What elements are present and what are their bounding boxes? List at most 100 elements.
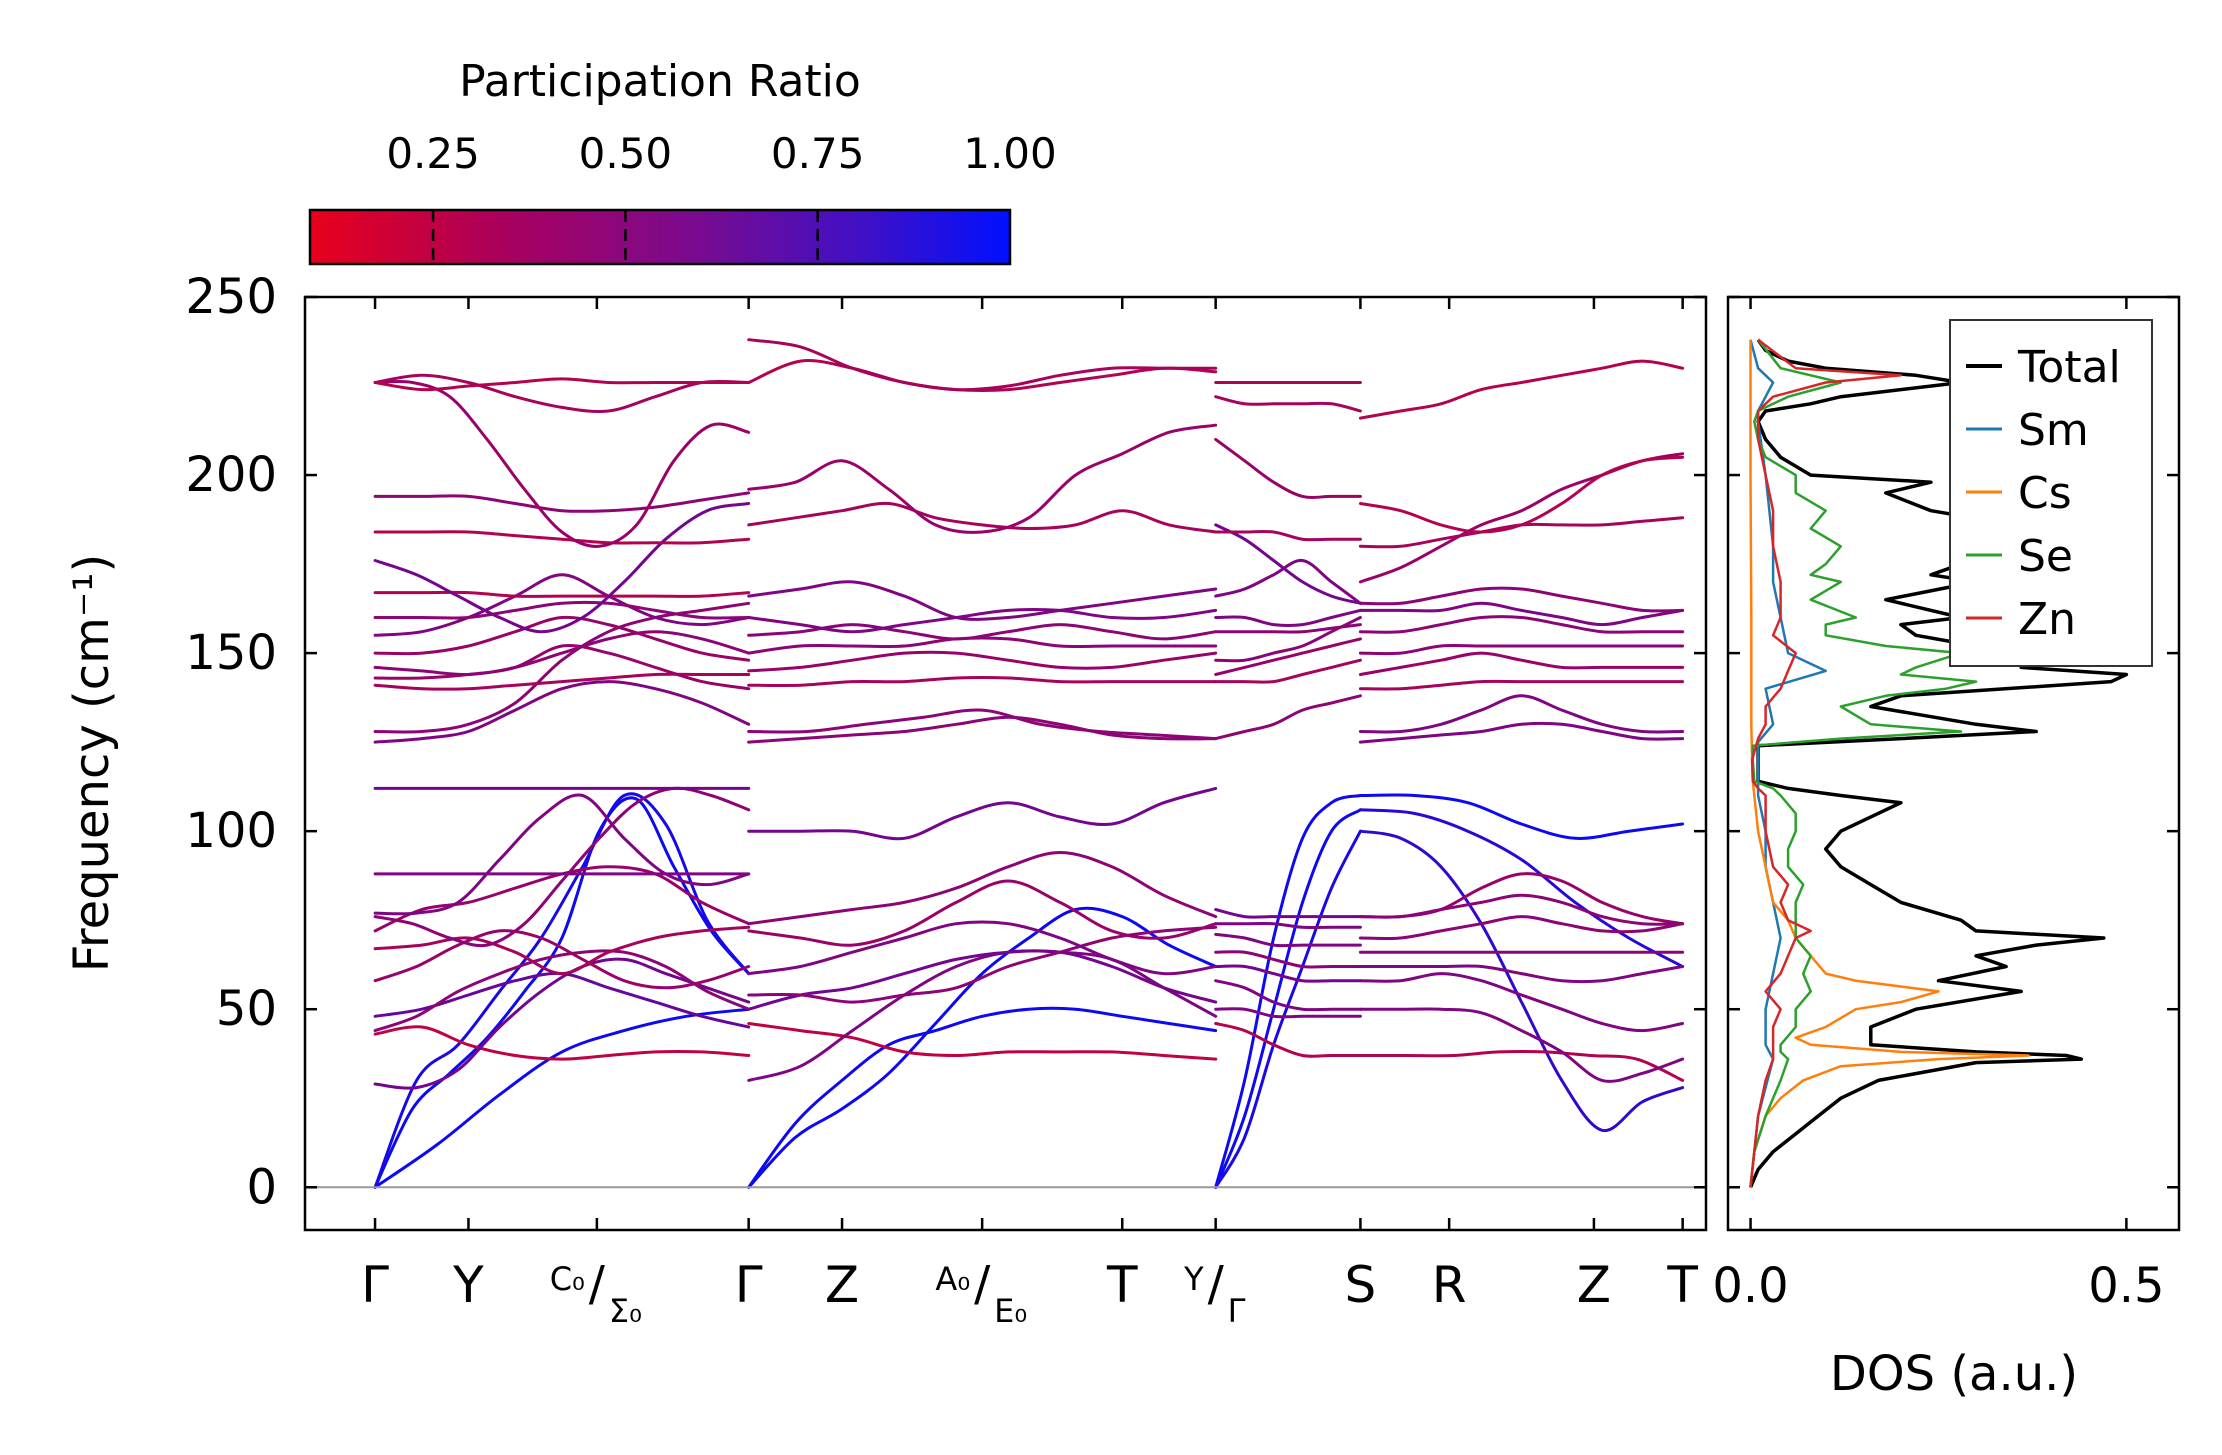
phonon-band: [747, 359, 1218, 392]
k-point-label: C₀: [550, 1260, 585, 1298]
phonon-band: [373, 793, 751, 916]
colorbar-ticks: 0.25 0.50 0.75 1.00: [386, 129, 1057, 264]
phonon-band: [1358, 615, 1685, 634]
legend-label: Cs: [2018, 468, 2072, 519]
dos-axis: 0.0 0.5: [1712, 297, 2165, 1314]
y-tick-label: 50: [216, 981, 277, 1037]
k-point-label: A₀: [935, 1260, 970, 1298]
phonon-band: [747, 906, 1218, 1189]
phonon-band: [747, 949, 1218, 1011]
dos-series-total: [1748, 338, 2129, 1188]
phonon-band: [1214, 395, 1362, 413]
phonon-band: [1214, 637, 1362, 676]
phonon-band: [747, 708, 1218, 741]
k-point-slash: /: [1208, 1256, 1225, 1312]
k-point-label: Y: [452, 1256, 484, 1314]
phonon-band: [373, 373, 751, 413]
phonon-band: [373, 680, 751, 744]
phonon-band: [373, 530, 751, 545]
phonon-band: [1358, 643, 1685, 656]
phonon-band: [373, 796, 751, 1189]
phonon-band: [1214, 964, 1362, 983]
phonon-band: [747, 580, 1218, 621]
k-point-slash: /: [589, 1256, 606, 1312]
k-point-label: Y: [1183, 1260, 1204, 1298]
k-point-sub-label: Σ₀: [609, 1292, 642, 1330]
y-tick-label: 250: [185, 269, 277, 325]
phonon-band: [1358, 721, 1685, 744]
phonon-band: [1214, 808, 1362, 1189]
legend: Total Sm Cs Se Zn: [1949, 319, 2153, 667]
phonon-band: [747, 879, 1218, 947]
phonon-band: [1214, 558, 1362, 605]
phonon-band: [373, 491, 751, 513]
legend-label: Se: [2018, 531, 2073, 582]
phonon-band: [1214, 523, 1362, 605]
phonon-band: [747, 338, 1218, 392]
k-point-label: S: [1345, 1256, 1377, 1314]
phonon-band: [1358, 452, 1685, 584]
phonon-band: [1358, 964, 1685, 984]
frequency-axis: 0 50 100 150 200 250: [185, 269, 2179, 1215]
k-point-label: R: [1432, 1256, 1467, 1314]
dos-x-tick-label: 0.0: [1712, 1258, 1788, 1314]
phonon-band: [373, 590, 751, 598]
phonon-band: [1358, 1050, 1685, 1082]
phonon-band: [747, 501, 1218, 534]
phonon-band: [1358, 651, 1685, 676]
dos-series-se: [1749, 338, 1978, 1188]
legend-label: Total: [2017, 342, 2121, 393]
phonon-band: [747, 925, 1218, 1004]
phonon-band: [1214, 694, 1362, 741]
phonon-band: [747, 949, 1218, 1082]
phonon-band: [1214, 1022, 1362, 1058]
phonon-band: [373, 672, 751, 691]
phonon-band: [1214, 921, 1362, 930]
phonon-band: [373, 502, 751, 634]
k-point-slash: /: [974, 1256, 991, 1312]
phonon-band: [1358, 972, 1685, 1033]
phonon-band: [1358, 359, 1685, 420]
phonon-band: [1358, 679, 1685, 691]
phonon-band: [747, 676, 1218, 687]
phonon-band: [1214, 950, 1362, 969]
k-path-axis: Γ Y C₀ / Σ₀ Γ Z A₀ / E₀ T Y / Γ S R Z T: [361, 297, 1698, 1330]
phonon-band: [373, 949, 751, 1033]
phonon-band: [1214, 932, 1362, 948]
y-tick-label: 200: [185, 447, 277, 503]
phonon-band: [1214, 1007, 1362, 1019]
colorbar-tick-label: 0.50: [579, 129, 673, 178]
phonon-band: [1358, 516, 1685, 549]
dos-x-tick-label: 0.5: [2088, 1258, 2164, 1314]
legend-label: Zn: [2018, 594, 2076, 645]
phonon-band: [1214, 794, 1362, 1189]
phonon-band: [1358, 829, 1685, 1132]
phonon-band: [747, 1022, 1218, 1061]
colorbar: Participation Ratio 0.25 0.50 0.75 1.00: [308, 56, 1057, 266]
phonon-band: [1358, 455, 1685, 534]
y-tick-label: 0: [246, 1159, 277, 1215]
k-point-label: Z: [825, 1256, 859, 1314]
k-point-sub-label: Γ: [1228, 1292, 1246, 1330]
band-axes-frame: [303, 295, 1708, 1232]
phonon-band: [747, 786, 1218, 841]
phonon-band: [1358, 915, 1685, 941]
phonon-band: [373, 377, 751, 392]
phonon-band: [373, 792, 751, 1189]
y-tick-label: 100: [185, 803, 277, 859]
phonon-band: [373, 630, 751, 677]
k-point-label: Γ: [735, 1256, 763, 1314]
phonon-band: [1214, 437, 1362, 499]
frequency-axis-label: Frequency (cm⁻¹): [64, 554, 120, 972]
phonon-band: [373, 601, 751, 734]
phonon-band: [747, 850, 1218, 926]
phonon-band: [1214, 623, 1362, 634]
phonon-band: [1358, 694, 1685, 734]
k-point-label: Γ: [361, 1256, 389, 1314]
dos-panel: 0.0 0.5 DOS (a.u.) Total Sm Cs Se Zn: [1712, 295, 2181, 1402]
dos-series-zn: [1749, 338, 1903, 1188]
phonon-band: [747, 1006, 1218, 1189]
phonon-band: [1358, 808, 1685, 968]
